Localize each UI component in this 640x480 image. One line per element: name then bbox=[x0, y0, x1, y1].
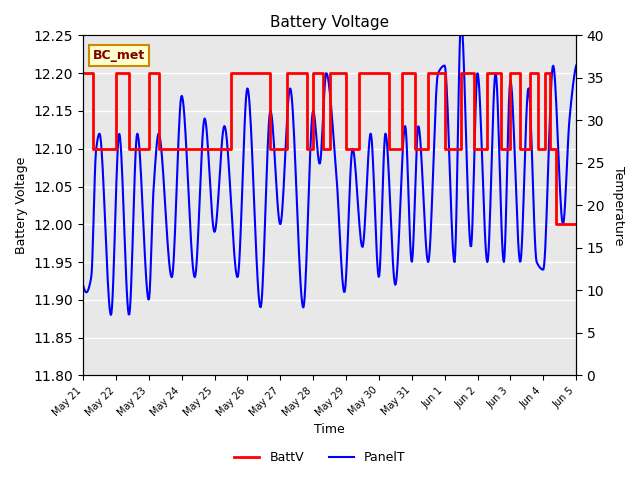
Text: BC_met: BC_met bbox=[93, 49, 145, 62]
Y-axis label: Battery Voltage: Battery Voltage bbox=[15, 157, 28, 254]
Title: Battery Voltage: Battery Voltage bbox=[270, 15, 389, 30]
Legend: BattV, PanelT: BattV, PanelT bbox=[229, 446, 411, 469]
X-axis label: Time: Time bbox=[314, 423, 345, 436]
Y-axis label: Temperature: Temperature bbox=[612, 166, 625, 245]
